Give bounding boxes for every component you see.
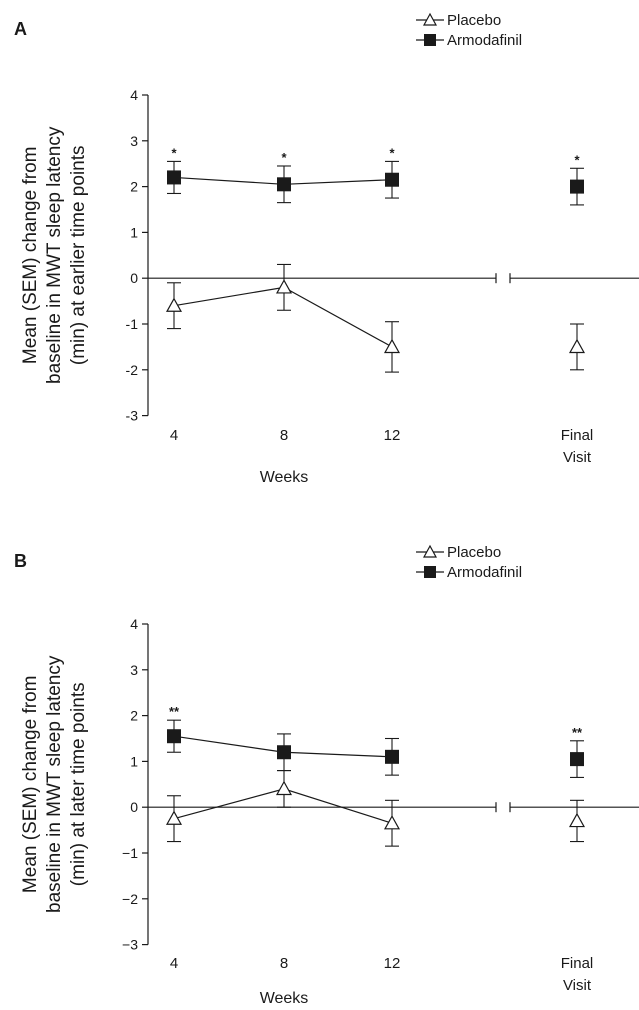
y-tick-label: 0 [130, 270, 138, 286]
significance-marker: * [389, 145, 395, 160]
x-tick-label: Final Visit [561, 427, 594, 466]
x-axis-label: Weeks [260, 990, 309, 1007]
x-axis-label: Weeks [260, 469, 309, 486]
legend-label: Placebo [447, 544, 501, 561]
significance-marker: ** [572, 725, 583, 740]
placebo-marker [165, 297, 183, 312]
y-tick-label: -2 [126, 362, 139, 378]
armodafinil-marker [277, 177, 291, 192]
x-tick-label: 8 [280, 427, 288, 444]
chart-panel-a: A 4 3 2 1 0 -1 -2 -3 Mean (SEM) change from baseli… [14, 12, 639, 486]
armodafinil-marker [570, 179, 584, 194]
x-tick-label: 8 [280, 955, 288, 972]
x-tick-label: 4 [170, 427, 178, 444]
armodafinil-marker [167, 170, 181, 185]
y-tick-label: 0 [130, 799, 138, 815]
y-tick-label: 3 [130, 133, 138, 149]
armodafinil-marker [570, 752, 584, 767]
y-tick-label: 4 [130, 87, 138, 103]
y-tick-label: −3 [122, 937, 138, 953]
legend-label: Armodafinil [447, 32, 522, 49]
placebo-marker [383, 814, 401, 830]
y-tick-label: -1 [126, 316, 139, 332]
armodafinil-marker [167, 729, 181, 744]
panel-letter: B [14, 551, 27, 571]
x-tick-label: 12 [384, 427, 401, 444]
placebo-series-line [173, 286, 393, 348]
y-tick-label: 2 [130, 708, 138, 724]
placebo-marker [275, 279, 293, 294]
significance-marker: ** [169, 704, 180, 719]
y-tick-label: -3 [126, 408, 139, 424]
x-tick-label: Final Visit [561, 955, 594, 994]
x-tick-label: 4 [170, 955, 178, 972]
y-tick-label: −2 [122, 891, 138, 907]
legend-label: Armodafinil [447, 564, 522, 581]
armodafinil-marker [385, 749, 399, 764]
placebo-marker [275, 780, 293, 796]
y-tick-label: −1 [122, 845, 138, 861]
legend-armodafinil-marker [424, 34, 436, 46]
chart-panel-b: B 4 3 2 1 0 −1 −2 −3 Mean (SEM) change from baseli… [14, 544, 639, 1007]
panel-letter: A [14, 19, 27, 39]
legend-placebo-marker [422, 12, 438, 26]
x-tick-label: 12 [384, 955, 401, 972]
legend-placebo-marker [422, 544, 438, 558]
y-tick-label: 1 [130, 224, 138, 240]
legend-armodafinil-marker [424, 566, 436, 578]
placebo-marker [568, 812, 586, 828]
y-tick-label: 1 [130, 753, 138, 769]
significance-marker: * [171, 145, 177, 160]
y-tick-label: 4 [130, 616, 138, 632]
y-axis-label: Mean (SEM) change from baseline in MWT sl… [20, 126, 89, 384]
y-tick-label: 3 [130, 662, 138, 678]
placebo-marker [568, 338, 586, 354]
legend-label: Placebo [447, 12, 501, 29]
placebo-marker [383, 338, 401, 354]
y-axis-label: Mean (SEM) change from baseline in MWT sl… [20, 655, 89, 913]
y-tick-label: 2 [130, 179, 138, 195]
significance-marker: * [281, 150, 287, 165]
armodafinil-marker [385, 172, 399, 187]
placebo-marker [165, 810, 183, 825]
significance-marker: * [574, 152, 580, 167]
armodafinil-marker [277, 745, 291, 760]
